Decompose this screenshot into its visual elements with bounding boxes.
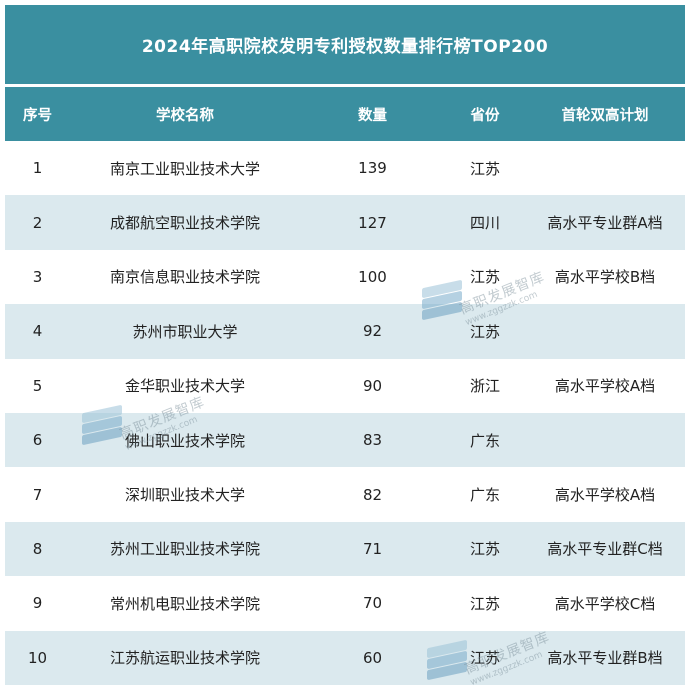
cell-province: 江苏: [469, 268, 500, 287]
cell-province: 广东: [469, 431, 500, 450]
ranking-table: 2024年高职院校发明专利授权数量排行榜TOP200 序号 学校名称 数量 省份…: [5, 5, 685, 692]
table-row: 7 深圳职业技术大学 82 广东 高水平学校A档: [5, 467, 685, 521]
cell-school: 深圳职业技术大学: [124, 486, 245, 505]
table-header: 序号 学校名称 数量 省份 首轮双高计划: [5, 87, 685, 141]
cell-count: 90: [362, 376, 383, 395]
header-school: 学校名称: [156, 107, 214, 124]
table-row: 4 苏州市职业大学 92 江苏: [5, 304, 685, 359]
cell-school: 南京信息职业技术学院: [109, 268, 260, 287]
cell-count: 100: [358, 267, 387, 286]
cell-rank: 6: [32, 431, 43, 450]
cell-rank: 1: [32, 159, 43, 178]
cell-count: 92: [362, 322, 383, 341]
table-row: 5 金华职业技术大学 90 浙江 高水平学校A档: [5, 359, 685, 413]
cell-plan: 高水平学校C档: [554, 594, 656, 613]
cell-school: 江苏航运职业技术学院: [109, 649, 260, 668]
cell-rank: 2: [32, 213, 43, 232]
cell-count: 71: [362, 539, 383, 558]
cell-province: 江苏: [469, 594, 500, 613]
cell-plan: 高水平学校A档: [554, 377, 656, 396]
header-plan: 首轮双高计划: [561, 107, 649, 124]
cell-count: 70: [362, 594, 383, 613]
header-province: 省份: [470, 107, 500, 124]
header-count: 数量: [358, 107, 387, 124]
cell-province: 江苏: [469, 540, 500, 559]
cell-school: 成都航空职业技术学院: [109, 214, 260, 233]
cell-province: 浙江: [469, 377, 500, 396]
cell-province: 江苏: [469, 322, 500, 341]
cell-school: 佛山职业技术学院: [124, 431, 245, 450]
cell-rank: 4: [32, 322, 43, 341]
cell-count: 127: [358, 213, 387, 232]
cell-count: 60: [362, 648, 383, 667]
cell-plan: 高水平学校B档: [554, 268, 656, 287]
table-row: 6 佛山职业技术学院 83 广东: [5, 412, 685, 468]
cell-province: 广东: [469, 486, 500, 505]
cell-plan: 高水平专业群A档: [547, 214, 663, 233]
cell-school: 苏州市职业大学: [132, 322, 238, 341]
cell-count: 83: [362, 431, 383, 450]
cell-count: 139: [358, 159, 387, 178]
header-rank: 序号: [23, 107, 52, 124]
cell-rank: 10: [27, 648, 48, 667]
table-row: 3 南京信息职业技术学院 100 江苏 高水平学校B档: [5, 250, 685, 304]
table-row: 8 苏州工业职业技术学院 71 江苏 高水平专业群C档: [5, 521, 685, 577]
cell-rank: 5: [32, 376, 43, 395]
cell-rank: 8: [32, 539, 43, 558]
table-row: 10 江苏航运职业技术学院 60 江苏 高水平专业群B档: [5, 630, 685, 685]
cell-count: 82: [362, 485, 383, 504]
cell-school: 常州机电职业技术学院: [109, 594, 260, 613]
table-row: 9 常州机电职业技术学院 70 江苏 高水平学校C档: [5, 576, 685, 630]
cell-rank: 9: [32, 594, 43, 613]
cell-province: 江苏: [469, 159, 500, 178]
cell-plan: 高水平专业群B档: [547, 649, 663, 668]
cell-province: 四川: [469, 214, 500, 233]
cell-plan: 高水平学校A档: [554, 486, 656, 505]
cell-plan: 高水平专业群C档: [547, 540, 663, 559]
table-row: 2 成都航空职业技术学院 127 四川 高水平专业群A档: [5, 195, 685, 250]
table-title: 2024年高职院校发明专利授权数量排行榜TOP200: [5, 5, 685, 84]
cell-rank: 3: [32, 267, 43, 286]
cell-rank: 7: [32, 485, 43, 504]
cell-province: 江苏: [469, 649, 500, 668]
cell-school: 苏州工业职业技术学院: [109, 540, 260, 559]
table-row: 1 南京工业职业技术大学 139 江苏: [5, 141, 685, 195]
cell-school: 南京工业职业技术大学: [109, 159, 260, 178]
cell-school: 金华职业技术大学: [124, 377, 245, 396]
